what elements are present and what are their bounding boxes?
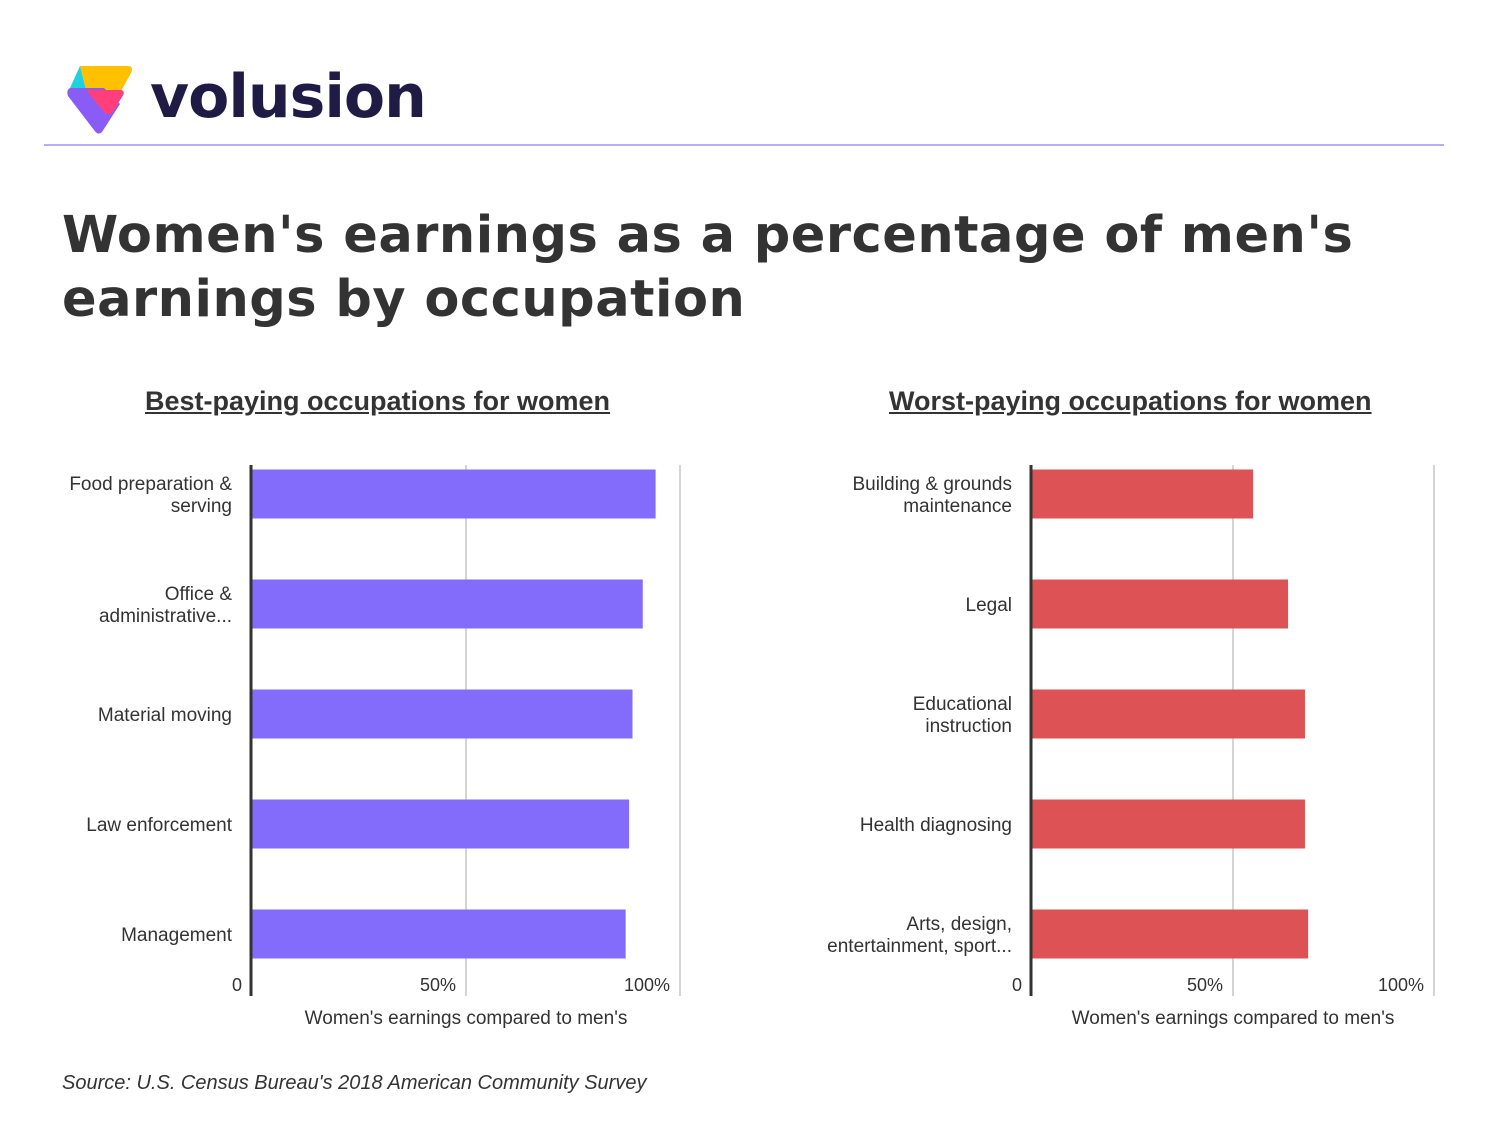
x-axis-label: Women's earnings compared to men's (1072, 1008, 1395, 1029)
category-label: Educational (913, 694, 1012, 715)
category-label: Food preparation & (69, 474, 232, 495)
bar-best-0 (252, 469, 656, 519)
tick-label: 50% (420, 975, 456, 995)
bar-worst-0 (1032, 469, 1254, 519)
category-label: serving (171, 496, 232, 517)
category-label: administrative... (99, 606, 232, 627)
x-axis-label: Women's earnings compared to men's (305, 1008, 628, 1029)
category-label: Arts, design, (906, 914, 1012, 935)
category-label: Office & (165, 584, 233, 605)
tick-label: 0 (232, 975, 242, 995)
volusion-logo-icon (67, 66, 132, 134)
bar-best-4 (252, 909, 626, 959)
page-title: Women's earnings as a percentage of men'… (62, 206, 1354, 329)
category-label: Legal (966, 595, 1013, 616)
bar-best-3 (252, 799, 630, 849)
category-label: Material moving (98, 705, 232, 726)
chart-title-worst: Worst-paying occupations for women (889, 386, 1372, 416)
brand-name: volusion (150, 62, 427, 132)
category-label: Law enforcement (86, 815, 232, 836)
category-label: entertainment, sport... (827, 936, 1012, 957)
chart-title-best: Best-paying occupations for women (145, 386, 611, 416)
category-label: Management (121, 925, 233, 946)
category-label: maintenance (903, 496, 1012, 517)
tick-label: 0 (1012, 975, 1022, 995)
bar-worst-1 (1032, 579, 1289, 629)
category-label: Health diagnosing (860, 815, 1012, 836)
bar-worst-4 (1032, 909, 1309, 959)
header-divider (44, 144, 1444, 146)
bar-best-2 (252, 689, 633, 739)
bar-worst-3 (1032, 799, 1305, 849)
tick-label: 50% (1187, 975, 1223, 995)
tick-label: 100% (1378, 975, 1424, 995)
bar-best-1 (252, 579, 643, 629)
source-note: Source: U.S. Census Bureau's 2018 Americ… (62, 1072, 647, 1094)
bar-worst-2 (1032, 689, 1305, 739)
category-label: instruction (925, 716, 1012, 737)
category-label: Building & grounds (853, 474, 1013, 495)
tick-label: 100% (624, 975, 670, 995)
